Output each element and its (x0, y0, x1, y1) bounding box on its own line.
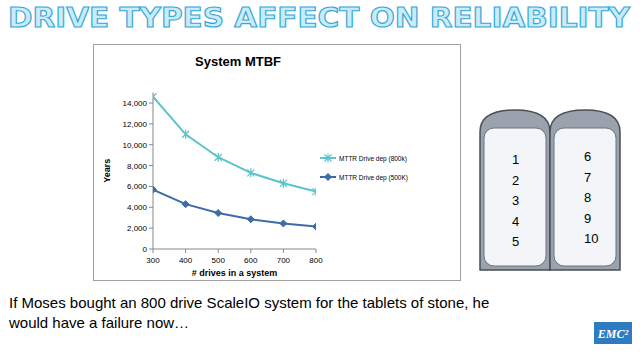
plot-area (153, 93, 316, 231)
tablet-number: 4 (512, 214, 519, 229)
tablet-number: 8 (584, 190, 591, 205)
x-tick-label: 600 (244, 256, 258, 265)
series-line (153, 97, 316, 192)
tablet (480, 110, 550, 270)
logo-box (594, 322, 632, 344)
y-tick-label: 2,000 (127, 224, 148, 233)
x-axis (153, 249, 316, 250)
y-tick (149, 144, 153, 145)
x-tick (250, 249, 251, 253)
tablet (550, 110, 620, 270)
y-tick (149, 186, 153, 187)
tablet-number: 2 (512, 173, 519, 188)
marker (325, 174, 332, 181)
x-tick-label: 700 (277, 256, 291, 265)
marker (325, 154, 332, 163)
y-tick (149, 249, 153, 250)
marker (313, 223, 317, 230)
tablet-number: 7 (584, 170, 591, 185)
marker (313, 187, 317, 196)
marker (182, 201, 189, 208)
y-tick-label: 8,000 (127, 162, 148, 171)
series-line (153, 190, 316, 227)
legend-label: MTTR Drive dep (800k) (339, 155, 407, 163)
marker (247, 216, 254, 223)
marker (215, 210, 222, 217)
x-tick-label: 800 (309, 256, 323, 265)
marker (153, 186, 157, 193)
y-tick (149, 207, 153, 208)
marker (247, 168, 254, 177)
x-axis-label: # drives in a system (192, 268, 278, 278)
y-tick (149, 165, 153, 166)
chart-frame (94, 45, 461, 281)
tablet-number: 5 (512, 234, 519, 249)
tablet-number: 10 (584, 231, 598, 246)
logo: EMC² (597, 327, 629, 341)
marker (280, 179, 287, 188)
y-tick-label: 4,000 (127, 203, 148, 212)
caption: If Moses bought an 800 drive ScaleIO sys… (9, 294, 489, 311)
x-tick-label: 500 (212, 256, 226, 265)
y-tick-label: 10,000 (123, 141, 148, 150)
caption: would have a failure now… (8, 314, 189, 331)
tablet-number: 9 (584, 211, 591, 226)
x-tick (153, 249, 154, 253)
y-tick (149, 123, 153, 124)
marker (280, 220, 287, 227)
legend-label: MTTR Drive dep (500K) (339, 174, 408, 182)
tablet-face (554, 128, 616, 266)
slide: DRIVE TYPES AFFECT ON RELIABILITY System … (0, 0, 640, 355)
tablet-number: 6 (584, 149, 591, 164)
x-tick (316, 249, 317, 253)
marker (182, 130, 189, 139)
x-tick (185, 249, 186, 253)
tablet-face (484, 128, 546, 266)
y-tick (149, 228, 153, 229)
y-tick-label: 0 (143, 245, 148, 254)
y-tick-label: 6,000 (127, 182, 148, 191)
slide-title: DRIVE TYPES AFFECT ON RELIABILITY (8, 2, 630, 33)
x-tick-label: 300 (146, 256, 160, 265)
chart-title: System MTBF (195, 54, 281, 69)
y-tick (149, 103, 153, 104)
legend: MTTR Drive dep (800k) MTTR Drive dep (500… (320, 154, 408, 182)
y-axis (153, 93, 154, 249)
x-tick (218, 249, 219, 253)
x-tick-label: 400 (179, 256, 193, 265)
y-tick-label: 14,000 (123, 99, 148, 108)
tablet-number: 3 (512, 193, 519, 208)
marker (215, 153, 222, 162)
marker (153, 93, 157, 102)
tablet-number: 1 (512, 152, 519, 167)
y-tick-label: 12,000 (123, 120, 148, 129)
x-tick (283, 249, 284, 253)
y-axis-label: Years (102, 159, 112, 183)
